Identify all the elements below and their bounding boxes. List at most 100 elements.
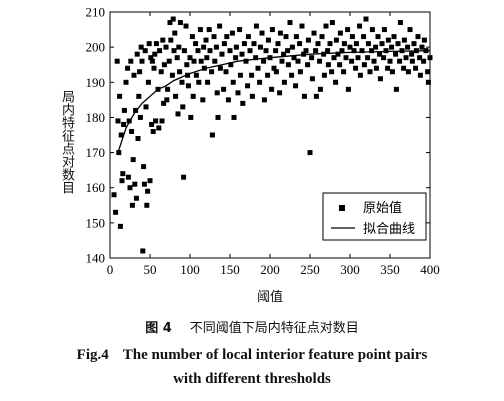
data-point xyxy=(230,79,236,85)
x-tick-label: 250 xyxy=(300,262,320,277)
figure-number-chinese: 图 4 xyxy=(145,321,172,336)
data-point xyxy=(417,72,423,78)
figure-caption-english: Fig.4 The number of local interior featur… xyxy=(0,343,504,391)
data-point xyxy=(365,41,371,47)
data-point xyxy=(389,69,395,75)
data-point xyxy=(345,86,351,92)
data-point xyxy=(243,58,249,64)
data-point xyxy=(305,62,311,68)
data-point xyxy=(315,41,321,47)
data-point xyxy=(149,121,155,127)
data-point xyxy=(293,34,299,40)
data-point xyxy=(273,48,279,54)
data-point xyxy=(221,86,227,92)
y-axis-label: 局内特征点对数目 xyxy=(59,90,74,194)
data-point xyxy=(407,27,413,33)
data-point xyxy=(203,37,209,43)
figure-caption-chinese: 图 4 不同阈值下局内特征点对数目 xyxy=(0,317,504,336)
data-point xyxy=(255,65,261,71)
data-point xyxy=(190,93,196,99)
data-point xyxy=(146,41,152,47)
x-tick-label: 350 xyxy=(380,262,400,277)
data-point xyxy=(359,48,365,54)
data-point xyxy=(397,58,403,64)
data-point xyxy=(275,41,281,47)
data-point xyxy=(201,44,207,50)
data-point xyxy=(249,72,255,78)
data-point xyxy=(188,114,194,120)
data-point xyxy=(379,41,385,47)
y-tick-label: 180 xyxy=(86,110,106,125)
data-point xyxy=(181,48,187,54)
legend-marker-swatch xyxy=(339,205,345,211)
data-point xyxy=(161,62,167,68)
data-point xyxy=(235,90,241,96)
data-point xyxy=(198,58,204,64)
data-point xyxy=(195,48,201,54)
data-point xyxy=(313,93,319,99)
data-point xyxy=(163,44,169,50)
data-point xyxy=(289,72,295,78)
data-point xyxy=(257,79,263,85)
data-point xyxy=(177,69,183,75)
data-point xyxy=(214,90,220,96)
data-point xyxy=(142,48,148,54)
data-point xyxy=(341,69,347,75)
data-point xyxy=(132,181,138,187)
data-point xyxy=(150,128,156,134)
data-point xyxy=(333,79,339,85)
data-point xyxy=(221,41,227,47)
data-point xyxy=(389,44,395,50)
data-point xyxy=(111,192,117,198)
x-tick-label: 0 xyxy=(107,262,114,277)
data-point xyxy=(145,79,151,85)
data-point xyxy=(385,37,391,43)
data-point xyxy=(427,55,433,61)
data-point xyxy=(176,44,182,50)
data-point xyxy=(395,41,401,47)
data-point xyxy=(329,69,335,75)
data-point xyxy=(237,27,243,33)
data-point xyxy=(299,23,305,29)
data-point xyxy=(193,41,199,47)
data-point xyxy=(257,44,263,50)
data-point xyxy=(233,44,239,50)
data-point xyxy=(353,65,359,71)
data-point xyxy=(211,34,217,40)
data-point xyxy=(121,107,127,113)
data-point xyxy=(137,69,143,75)
x-tick-label: 100 xyxy=(180,262,200,277)
data-point xyxy=(217,65,223,71)
data-point xyxy=(117,223,123,229)
data-point xyxy=(313,48,319,54)
data-point xyxy=(205,79,211,85)
data-point xyxy=(281,51,287,57)
data-point xyxy=(183,23,189,29)
data-point xyxy=(401,37,407,43)
y-tick-label: 150 xyxy=(86,215,106,230)
data-point xyxy=(123,79,129,85)
data-point xyxy=(333,37,339,43)
data-point xyxy=(263,48,269,54)
data-point xyxy=(293,83,299,89)
data-point xyxy=(349,58,355,64)
data-point xyxy=(197,27,203,33)
data-point xyxy=(219,51,225,57)
data-point xyxy=(337,30,343,36)
data-point xyxy=(391,34,397,40)
data-point xyxy=(331,55,337,61)
data-point xyxy=(335,51,341,57)
data-point xyxy=(196,79,202,85)
data-point xyxy=(119,178,125,184)
y-tick-label: 160 xyxy=(86,180,106,195)
data-point xyxy=(401,65,407,71)
data-point xyxy=(140,248,146,254)
data-point xyxy=(261,58,267,64)
data-point xyxy=(249,93,255,99)
data-point xyxy=(157,48,163,54)
data-point xyxy=(361,62,367,68)
data-point xyxy=(136,93,142,99)
data-point xyxy=(152,51,158,57)
fitted-curve xyxy=(117,50,431,153)
